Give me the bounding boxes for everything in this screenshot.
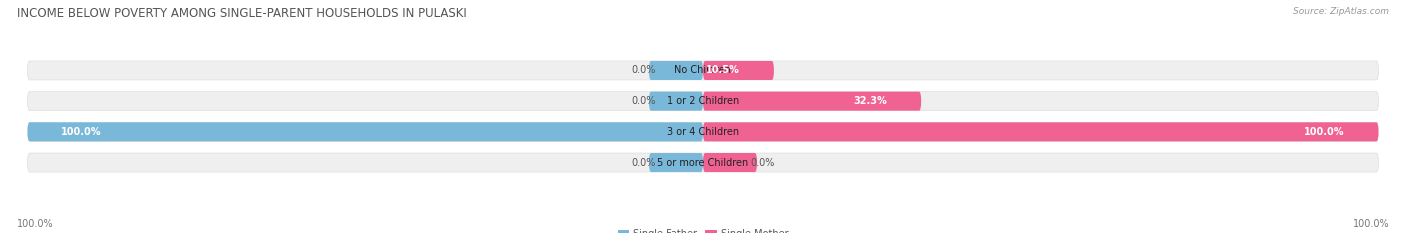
Text: 0.0%: 0.0% (631, 96, 655, 106)
Text: No Children: No Children (675, 65, 731, 75)
FancyBboxPatch shape (703, 122, 1378, 141)
Text: 0.0%: 0.0% (751, 158, 775, 168)
FancyBboxPatch shape (703, 92, 921, 111)
Text: 100.0%: 100.0% (1305, 127, 1344, 137)
Text: 0.0%: 0.0% (631, 65, 655, 75)
FancyBboxPatch shape (650, 153, 703, 172)
Text: 10.5%: 10.5% (706, 65, 740, 75)
Text: 100.0%: 100.0% (62, 127, 101, 137)
FancyBboxPatch shape (650, 61, 703, 80)
Text: 0.0%: 0.0% (631, 158, 655, 168)
Text: 3 or 4 Children: 3 or 4 Children (666, 127, 740, 137)
FancyBboxPatch shape (28, 122, 703, 141)
Legend: Single Father, Single Mother: Single Father, Single Mother (614, 225, 792, 233)
FancyBboxPatch shape (703, 61, 773, 80)
FancyBboxPatch shape (650, 92, 703, 111)
Text: 100.0%: 100.0% (1353, 219, 1389, 229)
Text: 100.0%: 100.0% (17, 219, 53, 229)
Text: 1 or 2 Children: 1 or 2 Children (666, 96, 740, 106)
Text: 32.3%: 32.3% (853, 96, 887, 106)
Text: Source: ZipAtlas.com: Source: ZipAtlas.com (1294, 7, 1389, 16)
Text: 5 or more Children: 5 or more Children (658, 158, 748, 168)
FancyBboxPatch shape (28, 61, 1378, 80)
FancyBboxPatch shape (703, 153, 756, 172)
Text: INCOME BELOW POVERTY AMONG SINGLE-PARENT HOUSEHOLDS IN PULASKI: INCOME BELOW POVERTY AMONG SINGLE-PARENT… (17, 7, 467, 20)
FancyBboxPatch shape (28, 92, 1378, 111)
FancyBboxPatch shape (28, 122, 1378, 141)
FancyBboxPatch shape (28, 153, 1378, 172)
